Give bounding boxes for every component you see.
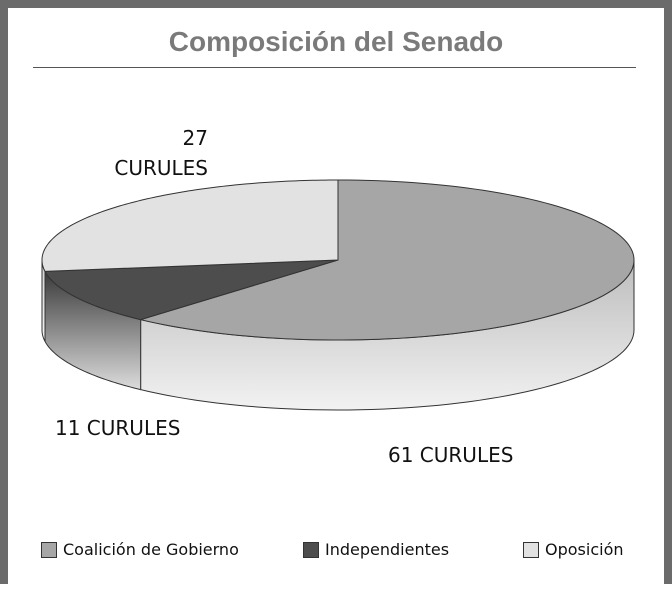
pie-slice	[41, 179, 339, 272]
legend-item: Independientes	[303, 540, 449, 559]
chart-title: Composición del Senado	[168, 26, 504, 57]
legend-swatch	[303, 541, 319, 558]
data-label: 11 CURULES	[55, 416, 181, 440]
title-rule	[33, 67, 636, 68]
pie	[41, 179, 635, 411]
legend-label: Coalición de Gobierno	[63, 540, 239, 559]
pie-side	[41, 259, 46, 342]
legend-label: Oposición	[545, 540, 624, 559]
legend-swatch	[41, 541, 57, 558]
legend-swatch	[523, 541, 539, 558]
legend-item: Coalición de Gobierno	[41, 540, 239, 559]
pie-slice	[138, 179, 635, 341]
data-label: 27 CURULES	[114, 126, 208, 180]
pie-slice	[44, 259, 339, 321]
legend-label: Independientes	[325, 540, 450, 559]
legend-item: Oposición	[523, 540, 624, 559]
data-label: 61 CURULES	[388, 443, 514, 467]
